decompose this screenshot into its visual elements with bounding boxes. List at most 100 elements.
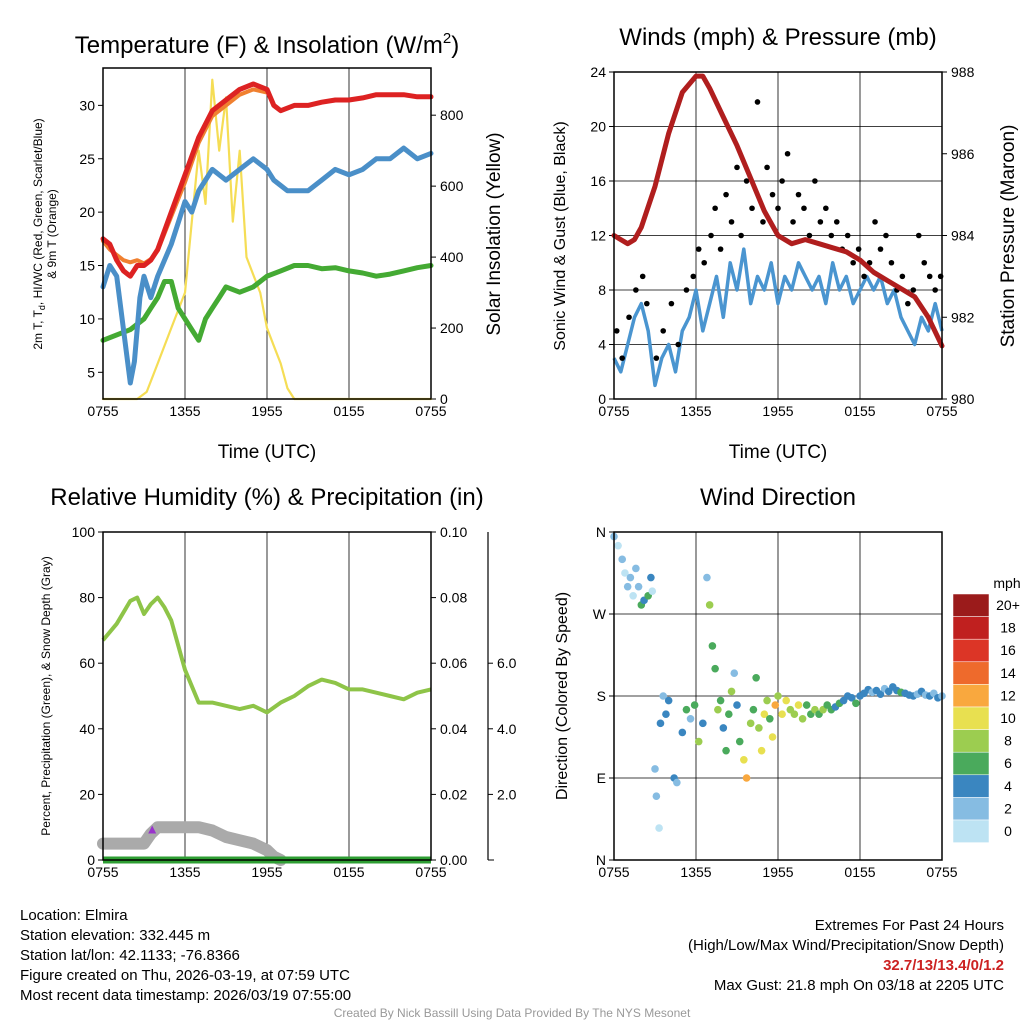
colorbar-swatch	[952, 706, 990, 730]
gust-point	[738, 232, 744, 239]
direction-point	[725, 710, 733, 719]
direction-point	[876, 690, 885, 698]
direction-point	[708, 642, 717, 650]
y3-tick-label: 4.0	[497, 721, 517, 737]
y-tick-label: 16	[590, 173, 606, 189]
line-snow-depth	[97, 821, 287, 866]
gust-point	[653, 355, 660, 361]
gust-point	[823, 205, 829, 212]
x-tick-label: 0755	[598, 864, 629, 880]
station-location: Location: Elmira	[20, 907, 128, 924]
gust-point	[633, 287, 639, 293]
y2-tick-label: 0.10	[440, 524, 467, 540]
gust-point	[915, 232, 922, 239]
x-tick-label: 1355	[680, 403, 711, 419]
y2-tick-label: 0	[440, 391, 448, 407]
gust-point	[795, 191, 802, 198]
y-axis-label: Sonic Wind & Gust (Blue, Black)	[552, 121, 569, 350]
y-axis-label-line2: & 9m T (Orange)	[45, 189, 59, 279]
gust-point	[769, 191, 776, 198]
gust-point	[844, 232, 851, 239]
direction-point	[782, 696, 790, 705]
extremes-values: 32.7/13/13.4/0/1.2	[883, 957, 1004, 974]
gust-point	[723, 191, 729, 198]
gust-point	[921, 259, 928, 266]
colorbar-swatch	[952, 638, 990, 663]
x-tick-label: 0755	[87, 403, 118, 419]
direction-point	[652, 792, 661, 801]
direction-point	[722, 746, 730, 755]
y-tick-label: 15	[79, 258, 95, 274]
snow-marker	[148, 825, 157, 834]
y-tick-label: 100	[72, 524, 96, 540]
chart-title: Relative Humidity (%) & Precipitation (i…	[50, 484, 483, 511]
x-tick-label: 0755	[415, 403, 446, 419]
direction-point	[755, 724, 763, 732]
colorbar-label: 20+	[996, 597, 1020, 613]
line-solar-insolation	[101, 78, 433, 401]
line-2m-temp	[100, 81, 434, 279]
direction-point	[632, 564, 640, 573]
direction-point	[766, 714, 774, 723]
direction-point	[647, 573, 655, 582]
colorbar-label: 18	[1000, 620, 1016, 636]
x-tick-label: 0755	[415, 864, 446, 880]
direction-point	[749, 705, 758, 714]
station-latlon: Station lat/lon: 42.1133; -76.8366	[20, 947, 240, 964]
direction-point	[634, 582, 643, 591]
y-tick-label: 80	[79, 590, 95, 606]
gust-point	[701, 259, 707, 266]
x-tick-label: 0755	[87, 864, 118, 880]
direction-point	[771, 701, 780, 709]
y-tick-label: 0	[87, 852, 95, 868]
direction-point	[629, 591, 637, 600]
y-tick-label: 20	[79, 204, 95, 220]
colorbar-swatch	[952, 661, 990, 685]
gust-point	[749, 205, 755, 212]
gust-point	[717, 246, 724, 252]
x-tick-label: 1955	[251, 864, 282, 880]
direction-point	[733, 701, 741, 709]
y2-tick-label: 600	[440, 178, 464, 194]
y-tick-label: 30	[79, 97, 95, 113]
gust-point	[877, 246, 884, 252]
gust-point	[613, 328, 620, 334]
direction-point	[735, 737, 744, 746]
direction-point	[757, 746, 766, 755]
gust-point	[695, 246, 702, 252]
y-tick-label: 12	[590, 228, 606, 244]
line-dewpoint	[100, 263, 434, 343]
y3-tick-label: 2.0	[497, 786, 517, 802]
direction-point	[752, 673, 760, 682]
y2-axis-label: Station Pressure (Maroon)	[998, 125, 1019, 348]
chart-title: Winds (mph) & Pressure (mb)	[619, 24, 936, 51]
gust-point	[660, 328, 666, 334]
y-axis-label: 2m T, Td, HI/WC (Red, Green, Scarlet/Blu…	[31, 118, 47, 349]
colorbar-title: mph	[993, 575, 1020, 591]
gust-point	[775, 205, 781, 212]
direction-point	[740, 755, 748, 764]
y2-tick-label: 988	[951, 64, 975, 80]
y-axis-label: Percent, Precipitation (Green), & Snow D…	[39, 556, 53, 835]
gust-point	[668, 300, 675, 307]
y-tick-label: 24	[590, 64, 606, 80]
gust-point	[764, 164, 770, 171]
direction-point	[694, 737, 703, 746]
direction-point	[778, 710, 786, 719]
gust-point	[926, 273, 933, 280]
gust-point	[644, 300, 650, 307]
colorbar-swatch	[952, 751, 990, 776]
x-tick-label: 1955	[251, 403, 282, 419]
y2-tick-label: 800	[440, 107, 464, 123]
direction-point	[618, 555, 626, 564]
x-tick-label: 0155	[333, 864, 364, 880]
direction-point	[699, 719, 707, 728]
y-tick-label: S	[597, 688, 606, 704]
gust-point	[626, 314, 632, 321]
gust-point	[899, 273, 906, 280]
gust-point	[817, 219, 824, 225]
gust-point	[779, 178, 785, 184]
direction-panel: 0755 1355 1955 0155 0755 Wind Direction Direct…	[554, 484, 1021, 880]
direction-point	[760, 710, 769, 719]
